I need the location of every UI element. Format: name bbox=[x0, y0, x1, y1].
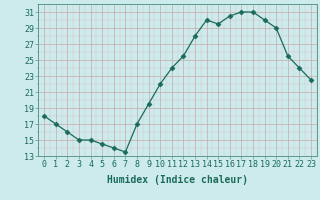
X-axis label: Humidex (Indice chaleur): Humidex (Indice chaleur) bbox=[107, 175, 248, 185]
